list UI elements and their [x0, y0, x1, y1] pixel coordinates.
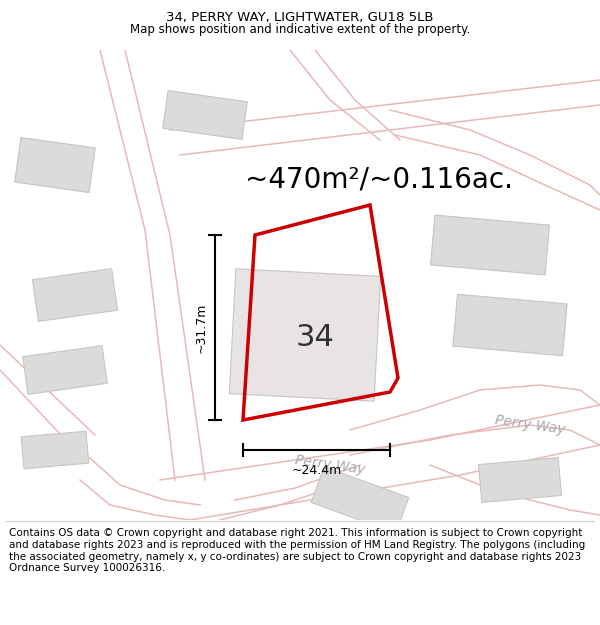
Polygon shape: [163, 91, 247, 139]
Text: 34, PERRY WAY, LIGHTWATER, GU18 5LB: 34, PERRY WAY, LIGHTWATER, GU18 5LB: [166, 11, 434, 24]
Polygon shape: [32, 269, 118, 321]
Polygon shape: [21, 431, 89, 469]
Polygon shape: [453, 294, 567, 356]
Polygon shape: [23, 346, 107, 394]
Text: Map shows position and indicative extent of the property.: Map shows position and indicative extent…: [130, 23, 470, 36]
Polygon shape: [229, 269, 380, 401]
Text: ~31.7m: ~31.7m: [194, 302, 208, 352]
Polygon shape: [15, 138, 95, 192]
Text: ~24.4m: ~24.4m: [292, 464, 341, 477]
Polygon shape: [478, 458, 562, 503]
Text: Contains OS data © Crown copyright and database right 2021. This information is : Contains OS data © Crown copyright and d…: [9, 528, 585, 573]
Text: ~470m²/~0.116ac.: ~470m²/~0.116ac.: [245, 166, 513, 194]
Text: Perry Way: Perry Way: [494, 413, 566, 437]
Text: Perry Way: Perry Way: [294, 453, 366, 477]
Polygon shape: [311, 467, 409, 533]
Text: 34: 34: [296, 324, 334, 352]
Polygon shape: [431, 215, 550, 275]
